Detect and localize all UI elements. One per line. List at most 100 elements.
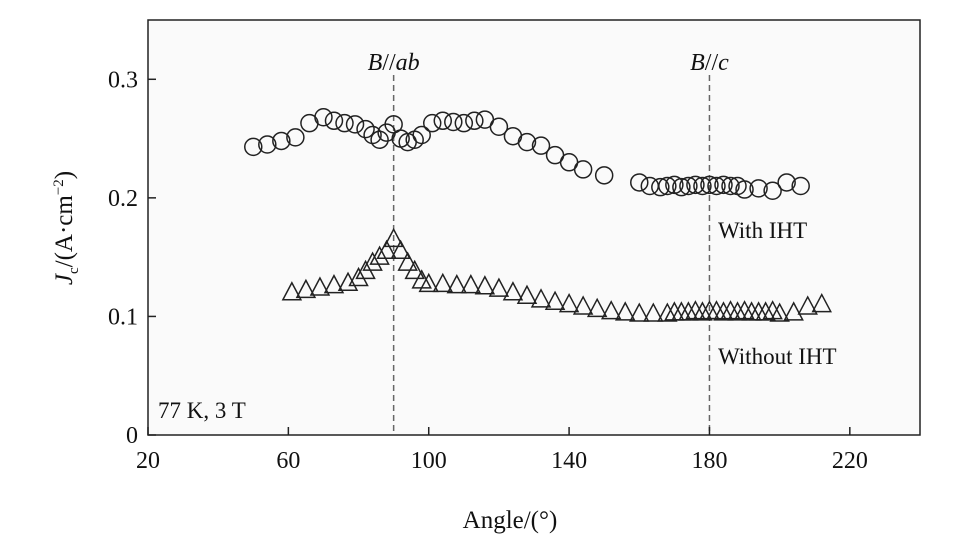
data-point-with-iht bbox=[651, 177, 670, 197]
data-point-with-iht bbox=[489, 117, 509, 136]
data-point-without-iht bbox=[460, 273, 482, 294]
data-point-with-iht bbox=[735, 180, 754, 199]
data-point-with-iht bbox=[444, 112, 463, 132]
data-point-without-iht bbox=[544, 290, 566, 310]
y-axis-label: Jc/(A·cm−2) bbox=[51, 171, 82, 285]
x-axis-label: Angle/(°) bbox=[463, 507, 558, 534]
y-label-sup: −2 bbox=[51, 179, 67, 195]
y-tick-label: 0.3 bbox=[108, 67, 138, 93]
series-label-with-iht: With IHT bbox=[718, 218, 807, 243]
data-point-without-iht bbox=[295, 278, 317, 299]
series-label-without-iht: Without IHT bbox=[718, 344, 837, 369]
data-point-without-iht bbox=[755, 301, 776, 321]
data-point-without-iht bbox=[614, 301, 636, 321]
y-label-sub: c bbox=[66, 267, 82, 274]
data-point-with-iht bbox=[244, 137, 263, 157]
data-point-with-iht bbox=[335, 113, 354, 133]
data-point-with-iht bbox=[433, 111, 453, 131]
data-point-without-iht bbox=[309, 276, 331, 296]
data-point-with-iht bbox=[370, 130, 389, 150]
data-point-without-iht bbox=[362, 251, 383, 271]
data-point-with-iht bbox=[356, 119, 375, 139]
data-point-without-iht bbox=[404, 259, 425, 280]
data-point-with-iht bbox=[422, 113, 442, 133]
condition-label: 77 K, 3 T bbox=[158, 398, 246, 423]
data-point-without-iht bbox=[600, 300, 622, 320]
data-point-with-iht bbox=[314, 107, 333, 127]
data-point-without-iht bbox=[502, 281, 524, 301]
data-point-with-iht bbox=[286, 128, 305, 147]
data-point-without-iht bbox=[488, 277, 510, 297]
x-tick-label: 100 bbox=[411, 448, 447, 474]
data-point-with-iht bbox=[700, 175, 719, 195]
data-point-without-iht bbox=[685, 300, 706, 320]
data-point-with-iht bbox=[573, 160, 593, 179]
data-point-with-iht bbox=[272, 131, 291, 151]
data-point-without-iht bbox=[811, 292, 832, 313]
data-point-without-iht bbox=[586, 297, 608, 318]
data-point-without-iht bbox=[572, 295, 594, 315]
data-point-without-iht bbox=[383, 227, 404, 248]
data-point-without-iht bbox=[369, 245, 390, 265]
data-point-without-iht bbox=[397, 251, 418, 271]
data-point-without-iht bbox=[734, 300, 755, 320]
data-point-without-iht bbox=[348, 266, 369, 287]
data-point-without-iht bbox=[643, 302, 664, 322]
y-tick-label: 0 bbox=[126, 423, 138, 449]
data-point-with-iht bbox=[465, 111, 484, 131]
data-point-without-iht bbox=[720, 300, 741, 320]
data-point-with-iht bbox=[345, 115, 365, 134]
data-point-without-iht bbox=[530, 288, 552, 308]
data-point-without-iht bbox=[769, 302, 790, 322]
data-point-with-iht bbox=[531, 136, 551, 155]
data-point-with-iht bbox=[594, 166, 614, 185]
data-point-without-iht bbox=[797, 295, 818, 315]
data-point-with-iht bbox=[693, 176, 712, 196]
reference-line-label: B//c bbox=[690, 50, 729, 76]
data-point-without-iht bbox=[474, 275, 496, 295]
data-point-without-iht bbox=[432, 272, 454, 293]
data-point-with-iht bbox=[258, 135, 277, 154]
data-point-with-iht bbox=[686, 175, 705, 195]
y-label-main: J bbox=[51, 272, 78, 285]
x-tick-label: 180 bbox=[691, 448, 727, 474]
data-point-without-iht bbox=[446, 273, 468, 294]
y-label-rest: /(A·cm bbox=[51, 195, 78, 268]
data-point-with-iht bbox=[791, 176, 810, 196]
y-tick-label: 0.1 bbox=[108, 304, 138, 330]
data-point-with-iht bbox=[679, 176, 698, 196]
data-point-with-iht bbox=[517, 132, 537, 152]
data-point-without-iht bbox=[281, 281, 303, 301]
data-point-with-iht bbox=[714, 175, 733, 195]
data-point-with-iht bbox=[777, 173, 796, 192]
data-point-with-iht bbox=[412, 125, 431, 145]
data-point-without-iht bbox=[337, 271, 359, 291]
data-point-without-iht bbox=[657, 302, 678, 322]
data-point-without-iht bbox=[713, 301, 734, 321]
data-point-without-iht bbox=[376, 239, 397, 259]
data-point-with-iht bbox=[630, 173, 649, 192]
plot-frame bbox=[147, 19, 921, 436]
x-tick-label: 140 bbox=[551, 448, 587, 474]
data-point-without-iht bbox=[706, 300, 727, 320]
data-point-with-iht bbox=[763, 181, 782, 200]
data-point-with-iht bbox=[721, 176, 740, 196]
data-point-with-iht bbox=[324, 111, 344, 131]
y-label-end: ) bbox=[51, 171, 78, 179]
data-point-with-iht bbox=[707, 176, 726, 196]
data-point-without-iht bbox=[516, 284, 538, 305]
data-point-without-iht bbox=[558, 292, 580, 313]
y-tick-label: 0.2 bbox=[108, 186, 138, 212]
x-tick-label: 220 bbox=[832, 448, 868, 474]
data-point-without-iht bbox=[783, 301, 804, 321]
x-tick-label: 60 bbox=[276, 448, 300, 474]
data-point-without-iht bbox=[418, 272, 439, 293]
data-point-without-iht bbox=[678, 301, 699, 321]
data-point-with-iht bbox=[672, 177, 691, 197]
reference-line-label: B//ab bbox=[368, 50, 420, 76]
data-point-with-iht bbox=[665, 175, 684, 195]
data-point-without-iht bbox=[629, 302, 650, 322]
data-point-with-iht bbox=[658, 176, 677, 196]
data-point-without-iht bbox=[323, 273, 345, 294]
